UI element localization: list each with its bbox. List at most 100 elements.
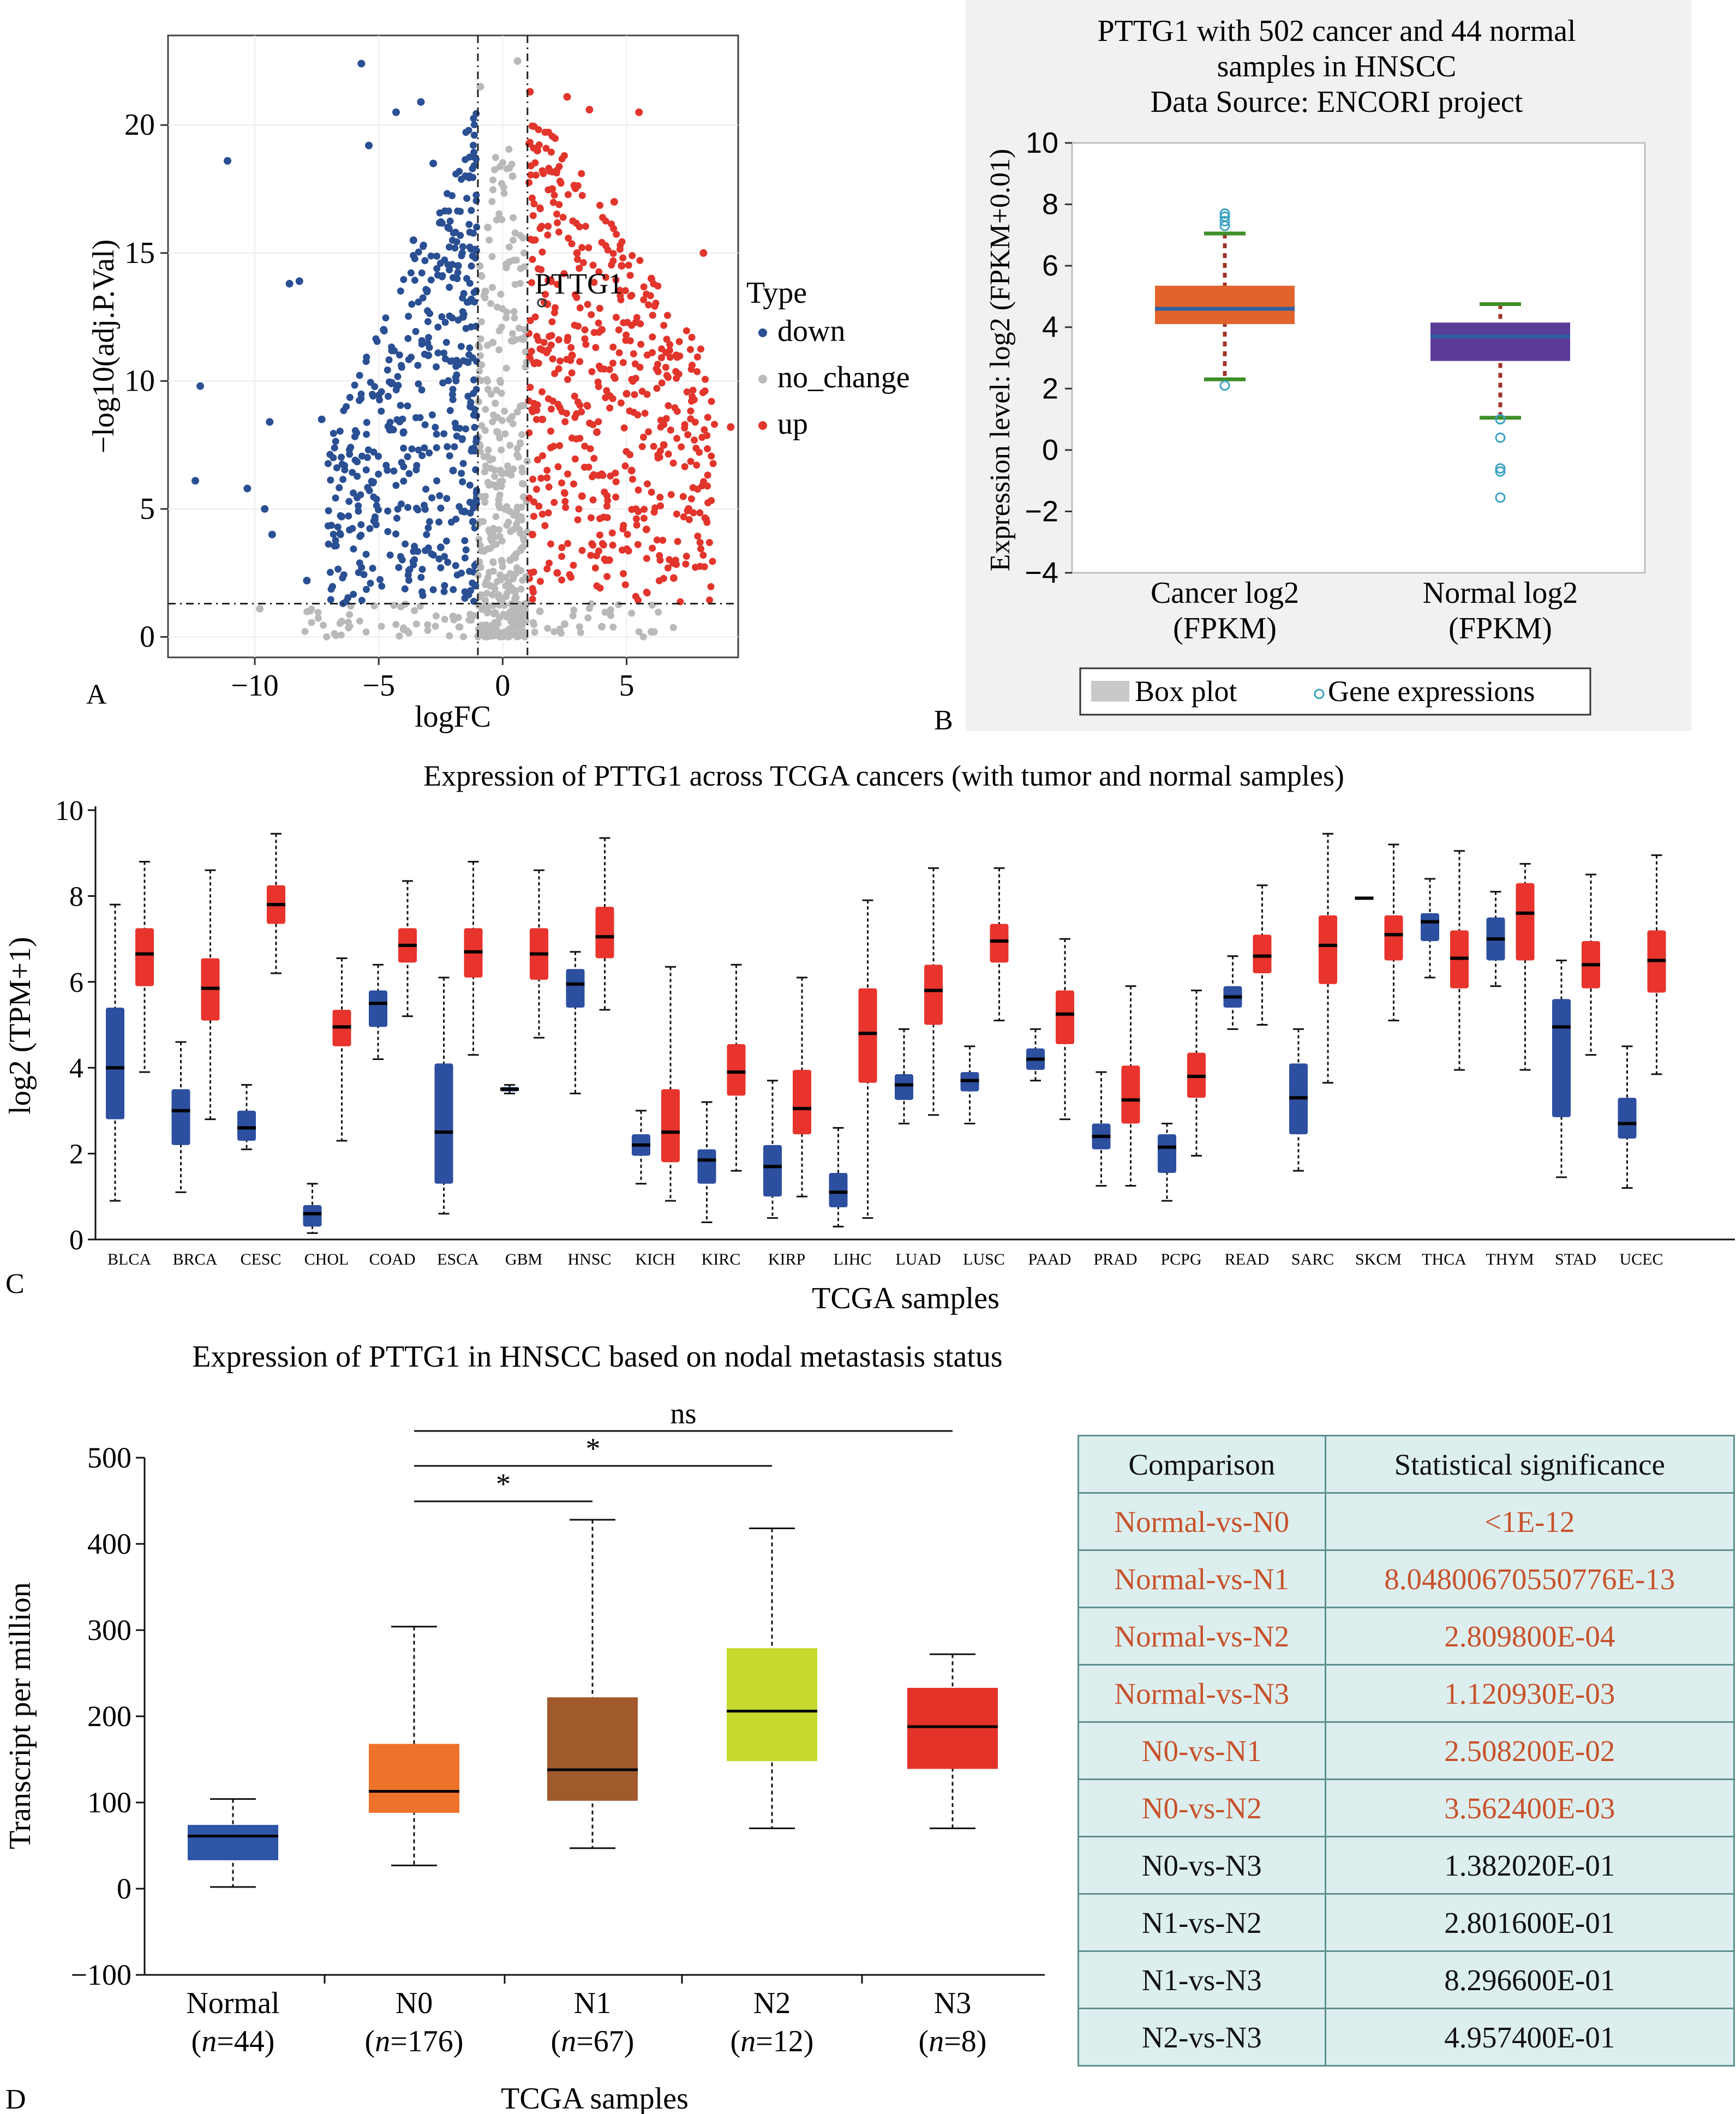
- volcano-point-up: [687, 458, 695, 465]
- volcano-point-up: [567, 344, 575, 351]
- volcano-point-up: [711, 421, 719, 428]
- volcano-point-no_change: [508, 330, 516, 338]
- volcano-point-up: [701, 426, 708, 434]
- volcano-point-down: [421, 421, 429, 429]
- volcano-point-down: [470, 289, 478, 296]
- nodal-category-label: N0: [396, 1986, 433, 2020]
- volcano-point-up: [615, 349, 623, 357]
- volcano-point-no_change: [515, 324, 523, 332]
- tcga-ylabel: log2 (TPM+1): [3, 937, 37, 1115]
- nodal-y-tick-label: 300: [87, 1614, 131, 1646]
- volcano-point-down: [382, 462, 390, 469]
- volcano-point-no_change: [500, 189, 508, 197]
- volcano-point-no_change: [493, 216, 500, 224]
- volcano-point-up: [622, 331, 630, 339]
- volcano-point-down: [460, 290, 468, 297]
- volcano-point-up: [528, 348, 535, 355]
- volcano-point-down: [324, 522, 332, 530]
- volcano-point-no_change: [510, 214, 517, 221]
- volcano-point-up: [556, 357, 564, 365]
- volcano-point-up: [692, 444, 700, 452]
- tcga-tumor-box: [1319, 915, 1337, 984]
- tcga-tumor-box: [727, 1044, 746, 1096]
- volcano-point-down: [349, 525, 356, 532]
- volcano-point-no_change: [513, 445, 521, 452]
- volcano-point-up: [526, 317, 534, 325]
- volcano-point-no_change: [484, 632, 492, 639]
- volcano-point-no_change: [308, 619, 315, 626]
- volcano-point-down: [332, 494, 339, 502]
- volcano-point-up: [640, 514, 648, 522]
- volcano-point-down: [285, 280, 294, 288]
- volcano-point-up: [617, 399, 625, 407]
- volcano-point-no_change: [607, 606, 614, 614]
- tcga-category-label: BRCA: [173, 1250, 218, 1268]
- volcano-point-down: [422, 286, 430, 294]
- volcano-point-no_change: [338, 618, 346, 626]
- volcano-point-up: [563, 356, 571, 363]
- volcano-point-down: [448, 261, 456, 268]
- volcano-point-no_change: [405, 629, 413, 637]
- volcano-point-up: [538, 248, 546, 256]
- volcano-point-down: [438, 313, 446, 321]
- volcano-point-no_change: [511, 586, 518, 594]
- volcano-point-down: [326, 451, 334, 458]
- volcano-point-down: [328, 583, 336, 590]
- volcano-point-no_change: [507, 471, 515, 479]
- volcano-point-no_change: [518, 464, 526, 472]
- panel-label-a: A: [86, 679, 107, 710]
- volcano-point-no_change: [506, 556, 514, 564]
- volcano-point-down: [433, 444, 440, 452]
- volcano-point-up: [648, 488, 655, 496]
- volcano-point-up: [571, 291, 579, 298]
- volcano-point-up: [593, 428, 601, 436]
- volcano-point-up: [592, 344, 600, 351]
- volcano-point-up: [685, 505, 693, 513]
- volcano-point-down: [472, 247, 480, 255]
- volcano-point-no_change: [424, 627, 432, 634]
- volcano-point-down: [436, 543, 445, 552]
- encori-outlier: [1495, 414, 1506, 425]
- volcano-point-down: [303, 577, 311, 585]
- volcano-point-up: [612, 276, 620, 284]
- volcano-point-down: [340, 407, 348, 415]
- volcano-point-no_change: [495, 210, 503, 218]
- volcano-point-up: [561, 498, 569, 505]
- volcano-point-down: [466, 243, 474, 251]
- volcano-point-up: [603, 387, 610, 394]
- volcano-point-no_change: [498, 446, 505, 454]
- tcga-category-label: BLCA: [107, 1250, 151, 1268]
- nodal-y-tick-label: 100: [87, 1786, 131, 1819]
- volcano-point-no_change: [515, 632, 523, 640]
- volcano-point-up: [596, 584, 604, 592]
- volcano-point-no_change: [570, 606, 578, 614]
- volcano-point-up: [576, 304, 584, 312]
- volcano-point-up: [576, 223, 583, 231]
- volcano-point-down: [402, 540, 409, 548]
- volcano-point-down: [417, 573, 425, 581]
- significance-table-header: Comparison Statistical significance: [1077, 1435, 1735, 1494]
- encori-legend-point-swatch: [1314, 688, 1325, 699]
- volcano-point-up: [597, 365, 604, 373]
- volcano-point-up: [705, 539, 713, 547]
- volcano-xlabel: logFC: [415, 700, 491, 734]
- volcano-point-up: [527, 236, 535, 243]
- volcano-point-down: [399, 428, 408, 436]
- nodal-sample-count: (n=8): [919, 2025, 987, 2058]
- volcano-point-up: [555, 228, 562, 236]
- volcano-point-up: [559, 213, 567, 221]
- volcano-point-up: [529, 595, 536, 603]
- volcano-point-down: [464, 392, 472, 400]
- volcano-point-down: [466, 403, 475, 411]
- tcga-tumor-box: [135, 928, 154, 986]
- volcano-point-up: [547, 540, 554, 548]
- volcano-point-down: [429, 551, 437, 559]
- encori-legend-point-label: Gene expressions: [1328, 675, 1535, 708]
- volcano-point-no_change: [615, 601, 622, 608]
- volcano-point-down: [318, 415, 326, 423]
- tcga-category-label: THCA: [1422, 1250, 1466, 1268]
- volcano-point-down: [470, 411, 477, 419]
- tcga-category-label: LUSC: [963, 1250, 1005, 1268]
- volcano-point-down: [437, 219, 445, 227]
- nodal-category-label: Normal: [186, 1986, 279, 2020]
